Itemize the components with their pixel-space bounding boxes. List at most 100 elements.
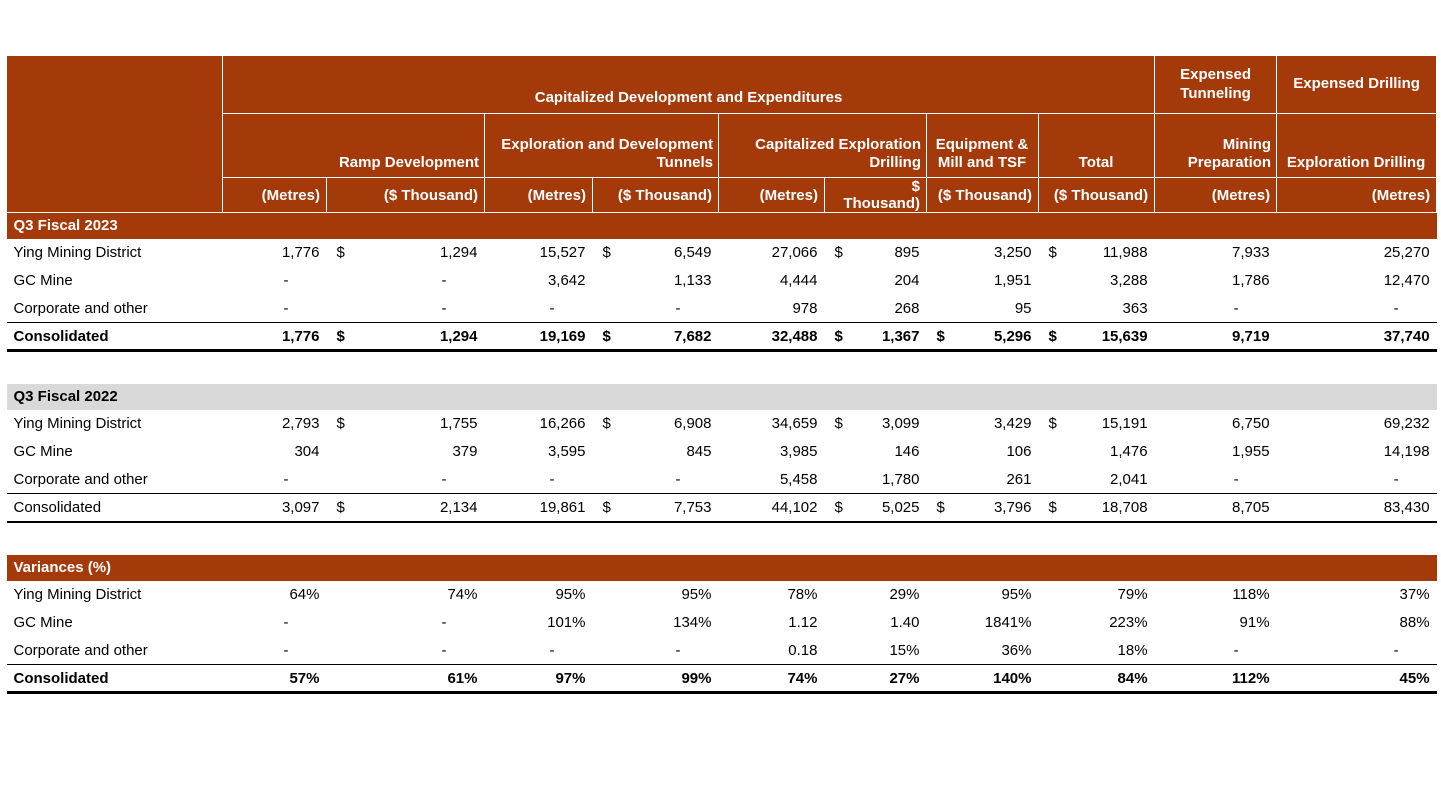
cell: 27,066 bbox=[718, 238, 825, 267]
header-capitalized-exploration-drilling: Capitalized Exploration Drilling bbox=[718, 113, 927, 178]
cell: 978 bbox=[718, 294, 825, 323]
cell: 27% bbox=[824, 664, 927, 694]
cell: 99% bbox=[592, 664, 719, 694]
section-band-row: Variances (%) bbox=[6, 554, 1437, 581]
corner-cell bbox=[6, 55, 223, 213]
unit-header: ($ Thousand) bbox=[592, 177, 719, 213]
table-row: Ying Mining District 64% 74% 95% 95% 78% 29% 95… bbox=[6, 580, 1437, 609]
money-cell: $1,755 bbox=[331, 415, 478, 432]
cell: 3,250 bbox=[926, 238, 1039, 267]
cell: 118% bbox=[1154, 580, 1277, 609]
cell: 5,458 bbox=[718, 465, 825, 494]
cell: 3,429 bbox=[926, 409, 1039, 438]
section-spacer bbox=[6, 350, 1437, 384]
cell: 69,232 bbox=[1276, 409, 1437, 438]
cell: - bbox=[326, 294, 485, 323]
row-label: GC Mine bbox=[6, 266, 223, 295]
cell: 45% bbox=[1276, 664, 1437, 694]
cell-value: 18,708 bbox=[1101, 498, 1148, 516]
header-total: Total bbox=[1037, 113, 1156, 178]
cell: 4,444 bbox=[718, 266, 825, 295]
cell: $15,191 bbox=[1038, 409, 1155, 438]
cell: 1.12 bbox=[718, 608, 825, 637]
cell-value: 1,755 bbox=[439, 415, 478, 432]
unit-header: ($ Thousand) bbox=[326, 177, 485, 213]
dollar-sign: $ bbox=[602, 327, 611, 345]
cell-value: 11,988 bbox=[1102, 244, 1148, 261]
cell: 95% bbox=[592, 580, 719, 609]
cell: 3,097 bbox=[222, 493, 327, 523]
money-cell: $7,682 bbox=[597, 328, 712, 345]
dollar-sign: $ bbox=[936, 327, 945, 345]
dollar-sign: $ bbox=[336, 415, 345, 432]
cell: 7,933 bbox=[1154, 238, 1277, 267]
unit-header: ($ Thousand) bbox=[1037, 177, 1156, 213]
money-cell: $6,549 bbox=[597, 244, 712, 261]
expenditures-table: Capitalized Development and Expenditures… bbox=[6, 55, 1438, 694]
cell: - bbox=[1276, 465, 1437, 494]
cell: 64% bbox=[222, 580, 327, 609]
cell: 34,659 bbox=[718, 409, 825, 438]
cell: 2,793 bbox=[222, 409, 327, 438]
cell: 1,780 bbox=[824, 465, 927, 494]
row-label: Ying Mining District bbox=[6, 238, 223, 267]
cell-value: 1,294 bbox=[439, 327, 478, 345]
cell: 18% bbox=[1038, 636, 1155, 665]
money-cell: $11,988 bbox=[1043, 244, 1148, 261]
cell: $5,025 bbox=[824, 493, 927, 523]
dollar-sign: $ bbox=[336, 244, 345, 261]
money-cell: $895 bbox=[829, 244, 920, 261]
cell-value: 3,796 bbox=[993, 498, 1032, 516]
dollar-sign: $ bbox=[336, 498, 345, 516]
cell: $6,908 bbox=[592, 409, 719, 438]
cell: - bbox=[592, 294, 719, 323]
table-row: Corporate and other - - - -5,458 1,780 261 2,04… bbox=[6, 465, 1437, 494]
cell: 204 bbox=[824, 266, 927, 295]
dollar-sign: $ bbox=[1048, 327, 1057, 345]
money-cell: $1,367 bbox=[829, 328, 920, 345]
dollar-sign: $ bbox=[834, 327, 843, 345]
section-spacer bbox=[6, 521, 1437, 555]
cell: 95% bbox=[926, 580, 1039, 609]
cell: 1,951 bbox=[926, 266, 1039, 295]
unit-header: (Metres) bbox=[1154, 177, 1278, 213]
cell: 19,861 bbox=[484, 493, 593, 523]
table-row: Consolidated 57% 61% 97% 99% 74% 27% 140% 84% 112… bbox=[6, 664, 1437, 694]
row-label: Corporate and other bbox=[6, 465, 223, 494]
cell: 379 bbox=[326, 437, 485, 466]
cell: 2,041 bbox=[1038, 465, 1155, 494]
section-band-row: Q3 Fiscal 2022 bbox=[6, 383, 1437, 410]
dollar-sign: $ bbox=[602, 415, 611, 432]
cell: - bbox=[1276, 294, 1437, 323]
cell: 15,527 bbox=[484, 238, 593, 267]
money-cell: $15,191 bbox=[1043, 415, 1148, 432]
dollar-sign: $ bbox=[936, 498, 945, 516]
table-row: GC Mine - -101% 134% 1.12 1.40 1841% 223% 91% 88% bbox=[6, 608, 1437, 637]
cell: 79% bbox=[1038, 580, 1155, 609]
cell: 363 bbox=[1038, 294, 1155, 323]
money-cell: $2,134 bbox=[331, 499, 478, 516]
cell: 16,266 bbox=[484, 409, 593, 438]
cell: 3,985 bbox=[718, 437, 825, 466]
cell: - bbox=[1154, 465, 1277, 494]
row-label: Consolidated bbox=[6, 664, 223, 694]
table-row: GC Mine 304 379 3,595 845 3,985 146 106 1,476 1,9… bbox=[6, 437, 1437, 466]
cell: 1,776 bbox=[222, 238, 327, 267]
cell: 140% bbox=[926, 664, 1039, 694]
row-label: Ying Mining District bbox=[6, 580, 223, 609]
unit-header: $ Thousand) bbox=[824, 177, 927, 213]
cell: 146 bbox=[824, 437, 927, 466]
header-mining-preparation: Mining Preparation bbox=[1154, 113, 1278, 178]
cell: 1.40 bbox=[824, 608, 927, 637]
header-capitalized-development: Capitalized Development and Expenditures bbox=[221, 55, 1156, 114]
money-cell: $3,099 bbox=[829, 415, 920, 432]
cell-value: 6,549 bbox=[673, 244, 712, 261]
cell: 6,750 bbox=[1154, 409, 1277, 438]
cell: 1841% bbox=[926, 608, 1039, 637]
cell-value: 5,025 bbox=[881, 498, 920, 516]
cell: $1,367 bbox=[824, 322, 927, 352]
row-label: Corporate and other bbox=[6, 294, 223, 323]
row-label: GC Mine bbox=[6, 608, 223, 637]
cell: 84% bbox=[1038, 664, 1155, 694]
cell: - bbox=[484, 636, 593, 665]
